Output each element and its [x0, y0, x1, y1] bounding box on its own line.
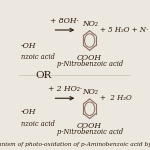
Text: + 5 H₂O + N·: + 5 H₂O + N· [100, 26, 148, 34]
Text: p-Nitrobenzoic acid: p-Nitrobenzoic acid [57, 128, 123, 135]
Text: + 2 HO₂·: + 2 HO₂· [48, 85, 82, 93]
Text: anism of photo-oxidation of p-Aminobenzoic acid by: anism of photo-oxidation of p-Aminobenzo… [0, 142, 150, 147]
Text: OR: OR [35, 71, 52, 80]
Text: COOH: COOH [77, 122, 102, 130]
Text: -OH: -OH [21, 42, 36, 50]
Text: p-Nitrobenzoic acid: p-Nitrobenzoic acid [57, 60, 123, 68]
Text: NO₂: NO₂ [82, 20, 98, 28]
Text: +  2 H₂O: + 2 H₂O [100, 94, 132, 102]
Text: COOH: COOH [77, 54, 102, 62]
Text: -OH: -OH [21, 108, 36, 116]
Text: nzoic acid: nzoic acid [21, 53, 55, 61]
Text: + 8OH·: + 8OH· [50, 17, 79, 25]
Text: NO₂: NO₂ [82, 88, 98, 96]
Text: nzoic acid: nzoic acid [21, 120, 55, 128]
